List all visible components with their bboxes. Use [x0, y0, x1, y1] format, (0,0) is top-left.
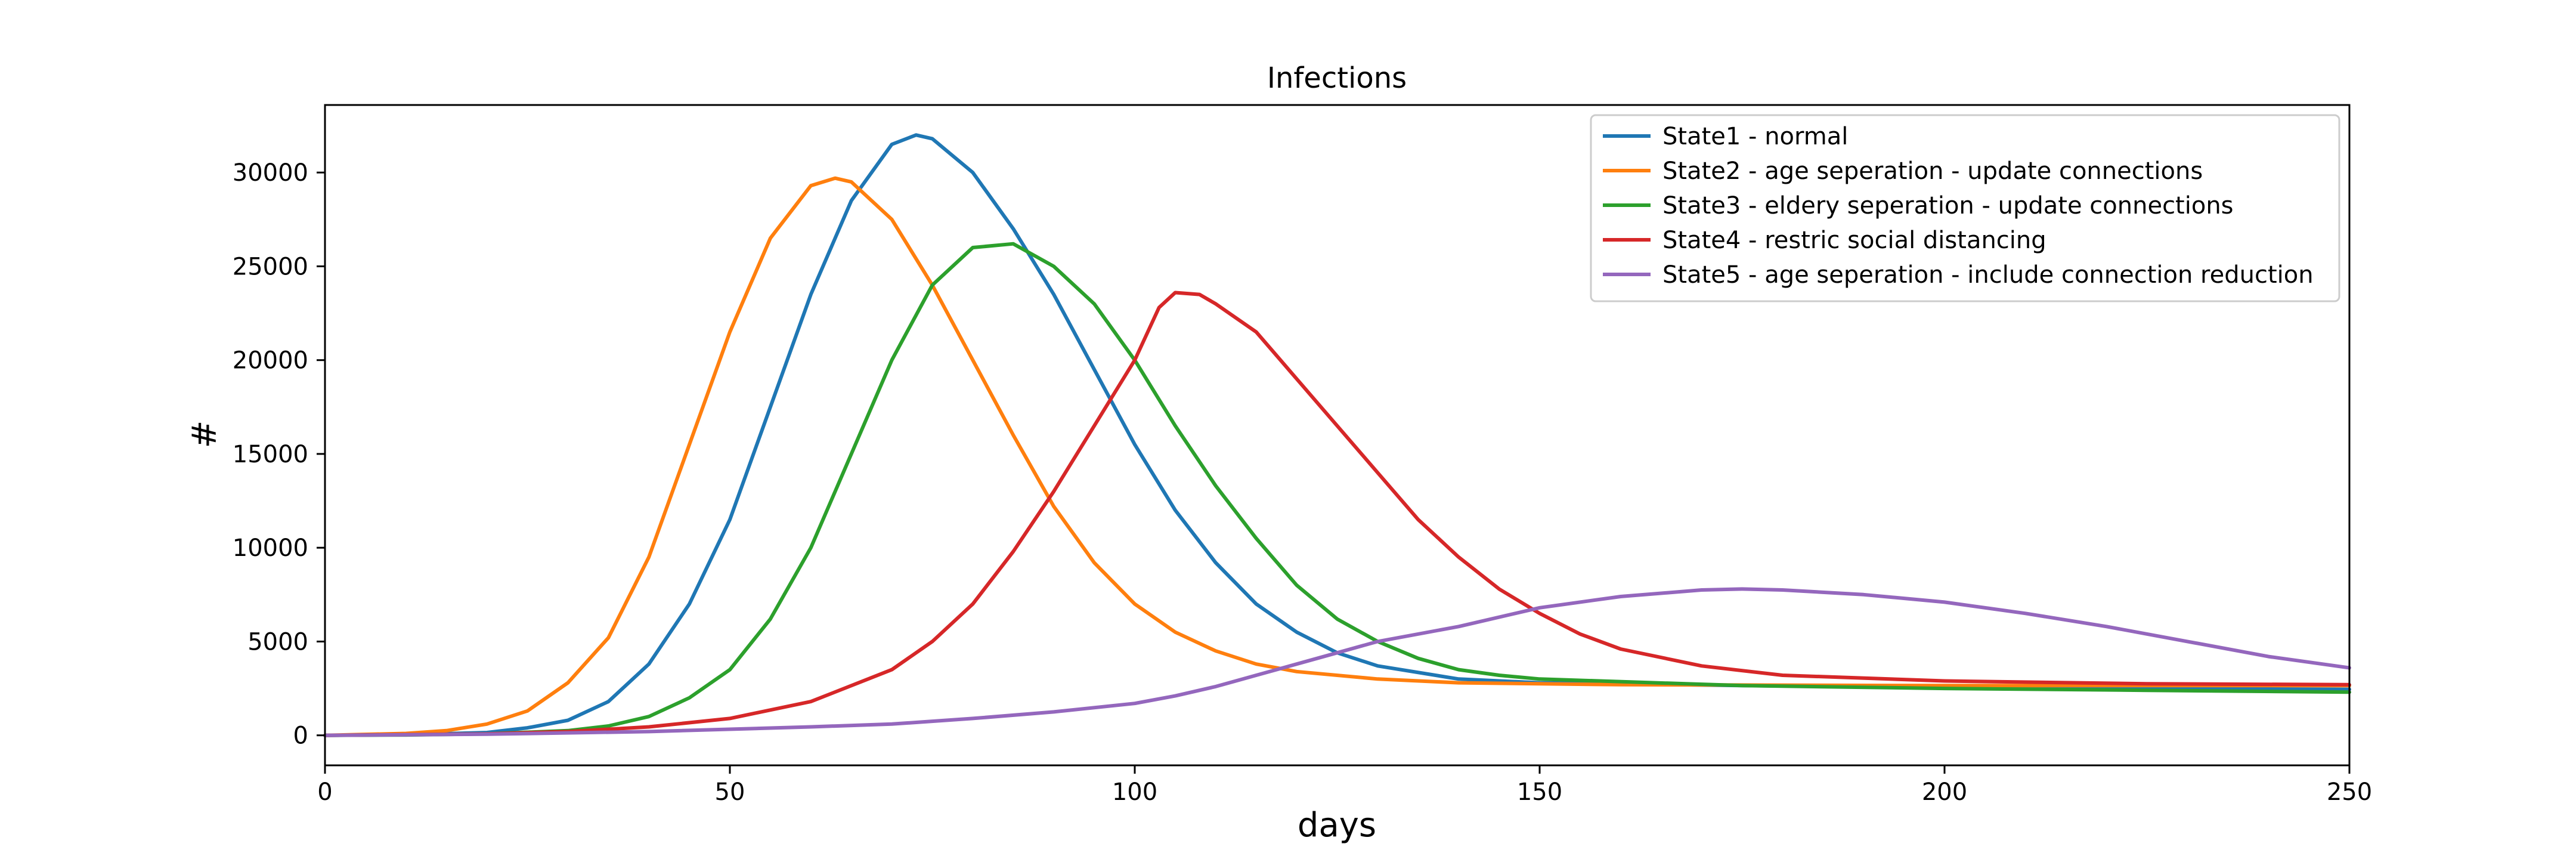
legend-label-5: State5 - age seperation - include connec…	[1662, 261, 2314, 289]
x-tick-label: 0	[317, 778, 332, 806]
x-tick-label: 200	[1922, 778, 1967, 806]
x-axis-label: days	[1298, 806, 1376, 845]
legend-label-1: State1 - normal	[1662, 123, 1848, 150]
y-axis-label: #	[185, 421, 224, 449]
legend-label-4: State4 - restric social distancing	[1662, 227, 2046, 254]
y-tick-label: 15000	[233, 441, 308, 468]
y-tick-label: 20000	[233, 347, 308, 375]
series-layer	[323, 133, 2351, 737]
x-tick-label: 250	[2327, 778, 2372, 806]
series-line-3	[323, 242, 2351, 737]
x-tick-label: 100	[1112, 778, 1157, 806]
y-tick-label: 10000	[233, 534, 308, 562]
series-line-2	[323, 176, 2351, 737]
x-axis: 0 50 100 150 200 250	[317, 765, 2372, 806]
legend-label-3: State3 - eldery seperation - update conn…	[1662, 192, 2234, 220]
legend: State1 - normal State2 - age seperation -…	[1590, 114, 2340, 302]
legend-box	[1590, 114, 2340, 302]
y-tick-label: 5000	[247, 628, 308, 656]
series-line-4	[323, 291, 2351, 737]
chart-title: Infections	[1267, 61, 1407, 95]
y-tick-label: 30000	[233, 159, 308, 187]
y-tick-label: 0	[293, 722, 308, 750]
x-tick-label: 150	[1517, 778, 1562, 806]
y-axis: 0 5000 10000 15000 20000 25000 30000	[233, 159, 325, 750]
series-line-1	[323, 133, 2351, 737]
legend-label-2: State2 - age seperation - update connect…	[1662, 157, 2203, 185]
y-tick-label: 25000	[233, 253, 308, 280]
x-tick-label: 50	[715, 778, 745, 806]
plot-frame	[324, 104, 2351, 767]
series-line-5	[323, 587, 2351, 737]
